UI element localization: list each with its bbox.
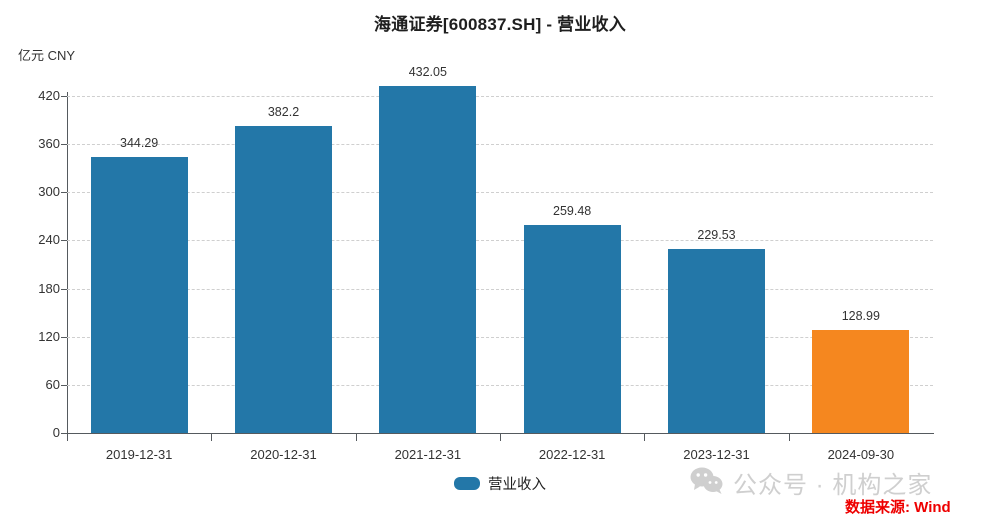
x-axis-tick-label: 2021-12-31 bbox=[394, 447, 462, 462]
x-axis-tick-label: 2020-12-31 bbox=[250, 447, 317, 462]
watermark-text: 公众号 · 机构之家 bbox=[733, 472, 933, 499]
gridline bbox=[67, 384, 933, 386]
x-axis-tick-mark bbox=[67, 434, 68, 441]
bar[interactable] bbox=[668, 248, 765, 433]
x-axis-tick-mark bbox=[788, 434, 790, 441]
y-axis-tick-mark bbox=[61, 192, 67, 194]
legend-item-revenue[interactable]: 营业收入 bbox=[454, 473, 546, 494]
y-axis-tick-label: 360 bbox=[38, 136, 60, 152]
bar[interactable] bbox=[812, 329, 910, 433]
bar-value-label: 259.48 bbox=[553, 203, 592, 218]
bar[interactable] bbox=[90, 156, 188, 433]
y-axis-tick-mark bbox=[61, 96, 67, 97]
y-axis-tick-label: 300 bbox=[38, 184, 60, 200]
legend-swatch-icon bbox=[454, 477, 480, 490]
bar[interactable] bbox=[379, 86, 477, 433]
y-axis-tick-mark bbox=[61, 336, 67, 338]
y-axis-tick-mark bbox=[61, 384, 67, 386]
gridline bbox=[67, 240, 933, 242]
x-axis-tick-label: 2024-09-30 bbox=[827, 447, 895, 462]
bar[interactable] bbox=[523, 224, 621, 433]
x-axis-line bbox=[67, 433, 934, 434]
data-source-note: 数据来源: Wind bbox=[845, 499, 951, 516]
x-axis-tick-label: 2019-12-31 bbox=[105, 447, 173, 462]
y-axis-tick-mark bbox=[61, 433, 67, 434]
y-axis-tick-label: 180 bbox=[38, 280, 60, 296]
y-axis-tick-mark bbox=[61, 288, 67, 290]
gridline bbox=[67, 144, 933, 146]
bar-value-label: 382.2 bbox=[267, 105, 300, 120]
wechat-icon bbox=[690, 467, 724, 499]
bar-value-label: 344.29 bbox=[120, 135, 159, 150]
y-axis-tick-label: 240 bbox=[38, 232, 60, 248]
gridline bbox=[67, 192, 933, 194]
gridline bbox=[67, 288, 933, 290]
x-axis-tick-mark bbox=[211, 434, 213, 441]
y-axis-line bbox=[67, 92, 68, 437]
x-axis-tick-label: 2022-12-31 bbox=[538, 447, 606, 462]
y-axis-tick-mark bbox=[61, 144, 67, 146]
bar-value-label: 128.99 bbox=[841, 308, 880, 323]
y-axis-unit-label: 亿元 CNY bbox=[18, 48, 76, 63]
legend-item-label: 营业收入 bbox=[488, 477, 546, 493]
watermark: 公众号 · 机构之家 bbox=[690, 465, 932, 500]
x-axis-tick-mark bbox=[355, 434, 357, 441]
y-axis-tick-label: 120 bbox=[38, 328, 60, 344]
y-axis-tick-label: 60 bbox=[45, 376, 60, 392]
gridline bbox=[67, 336, 933, 338]
page-title: 海通证券[600837.SH] - 营业收入 bbox=[374, 15, 626, 34]
chart-legend: 营业收入 bbox=[0, 473, 1000, 494]
x-axis-tick-mark bbox=[500, 434, 501, 441]
y-axis-tick-mark bbox=[61, 240, 67, 242]
plot-area: 344.29 382.2 432.05 259.48 229.53 128.99 bbox=[67, 65, 933, 433]
y-axis-tick-label: 420 bbox=[38, 88, 60, 103]
x-axis-tick-label: 2023-12-31 bbox=[683, 447, 750, 462]
bar-value-label: 432.05 bbox=[408, 65, 447, 80]
gridline bbox=[67, 96, 933, 97]
bar-value-label: 229.53 bbox=[697, 227, 736, 242]
bar[interactable] bbox=[235, 126, 332, 433]
x-axis-tick-mark bbox=[644, 434, 646, 441]
y-axis-tick-label: 0 bbox=[52, 425, 60, 440]
